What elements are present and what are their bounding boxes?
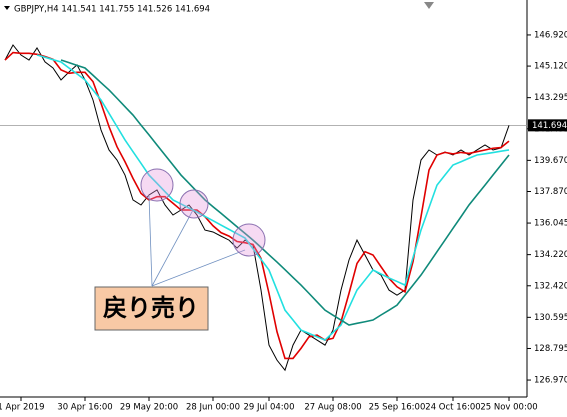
- x-tick-label: 25 Nov 00:00: [480, 403, 537, 413]
- x-tick-label: 24 Oct 16:00: [425, 403, 480, 413]
- pointer: [151, 249, 246, 287]
- x-tick-label: 29 May 20:00: [120, 403, 178, 413]
- highlight-circle: [179, 189, 209, 219]
- highlight-circle: [140, 168, 174, 202]
- x-tick-label: 25 Sep 16:00: [369, 403, 426, 413]
- x-tick-label: 28 Jun 00:00: [186, 403, 240, 413]
- y-tick-label: 130.595: [534, 313, 567, 323]
- y-tick-label: 134.220: [534, 250, 567, 260]
- x-tick-label: 27 Aug 08:00: [304, 403, 361, 413]
- y-tick-label: 143.295: [534, 93, 567, 103]
- price-line: [4, 44, 510, 372]
- annotation-box: [94, 286, 209, 331]
- chart-title: GBPJPY,H4 141.541 141.755 141.526 141.69…: [14, 5, 210, 15]
- moving-average: [36, 54, 510, 342]
- y-tick-label: 139.670: [534, 156, 567, 166]
- current-price-label: 141.694: [532, 121, 567, 131]
- shift-marker: [424, 2, 434, 9]
- pointer: [148, 194, 153, 287]
- x-tick-label: 29 Jul 04:00: [244, 403, 295, 413]
- y-tick-label: 136.045: [534, 219, 567, 229]
- moving-average: [60, 59, 510, 326]
- y-tick-label: 126.970: [534, 376, 567, 386]
- y-tick-label: 137.870: [534, 187, 567, 197]
- y-tick-label: 145.120: [534, 62, 567, 72]
- menu-icon: [4, 6, 10, 10]
- x-tick-label: 30 Apr 16:00: [57, 403, 112, 413]
- y-tick-label: 128.795: [534, 344, 567, 354]
- y-tick-label: 132.420: [534, 281, 567, 291]
- y-tick-label: 146.920: [534, 30, 567, 40]
- annotation-text: 戻り売り: [103, 294, 199, 322]
- x-tick-label: 1 Apr 2019: [0, 403, 45, 413]
- plot: [0, 44, 527, 372]
- moving-average: [4, 51, 510, 360]
- current-price-box: [528, 119, 567, 132]
- pointer: [151, 209, 194, 287]
- annotation: 戻り売り: [94, 168, 266, 331]
- highlight-circle: [232, 223, 266, 257]
